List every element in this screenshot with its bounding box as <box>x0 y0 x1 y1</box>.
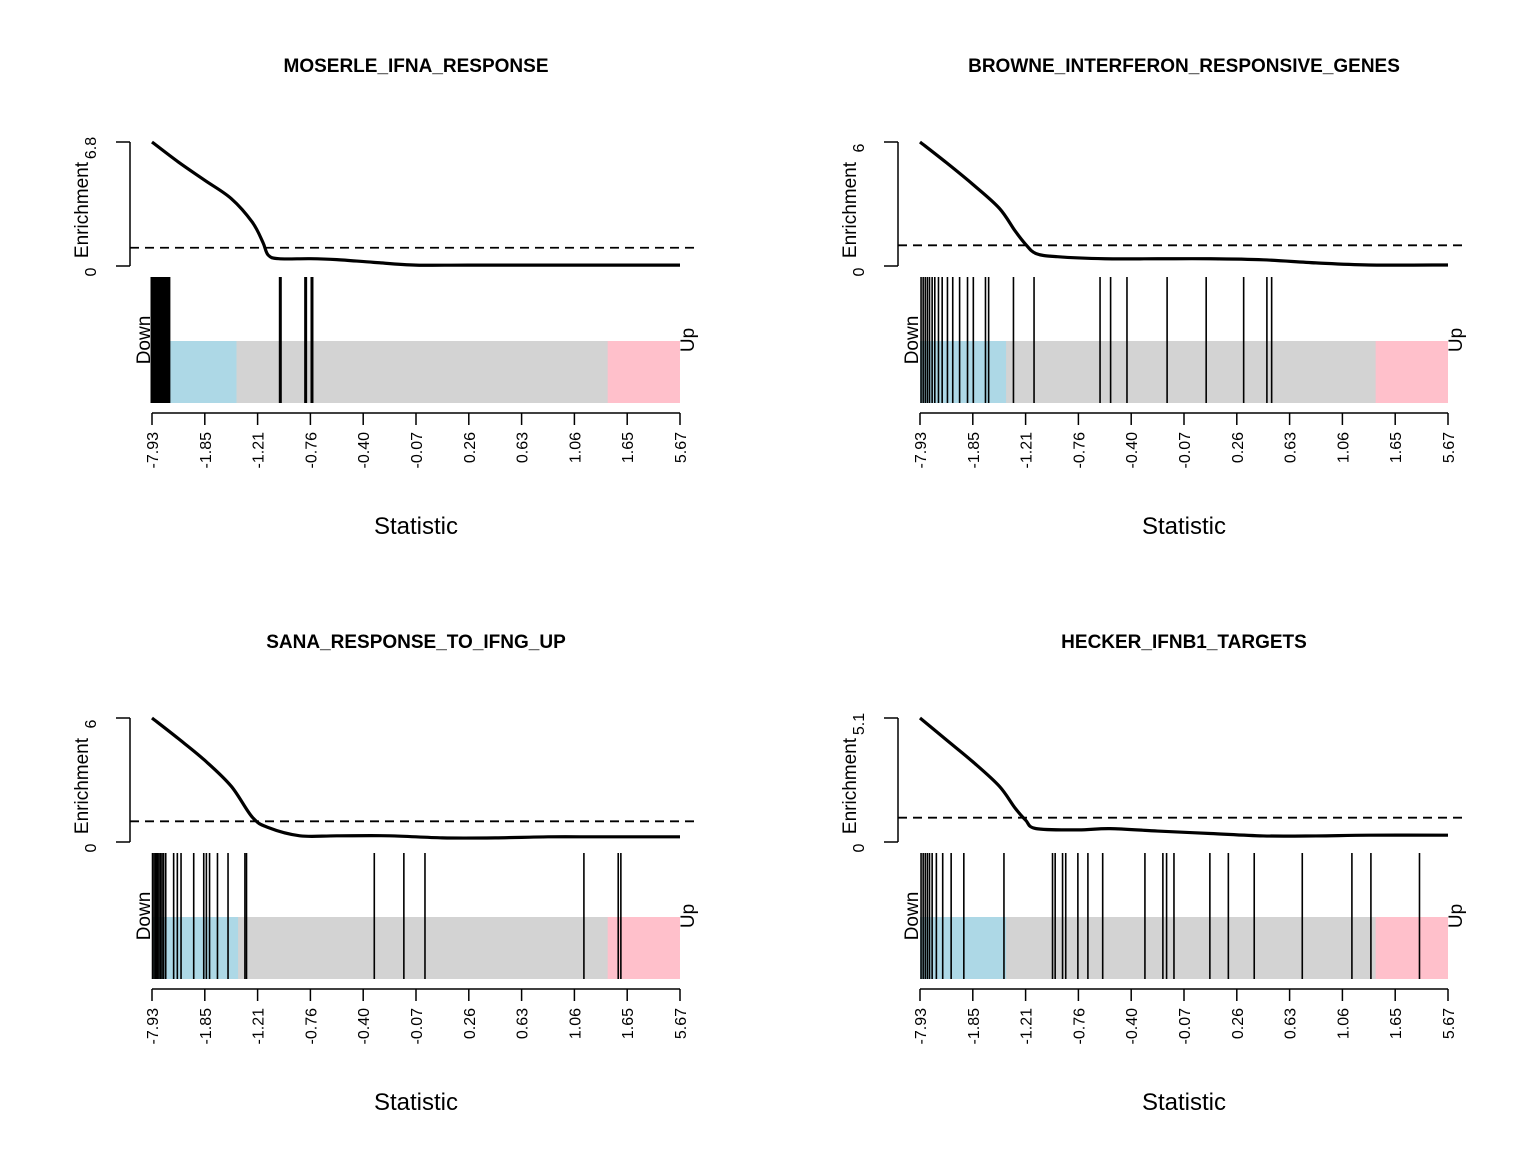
x-tick-label: -0.76 <box>1071 432 1088 469</box>
y-axis-label: Enrichment <box>72 737 93 834</box>
x-tick-label: 1.65 <box>620 1008 637 1039</box>
x-tick-label: -0.07 <box>409 432 426 469</box>
x-tick-label: -0.40 <box>356 432 373 469</box>
x-tick-label: -1.21 <box>251 432 268 469</box>
x-tick-label: -0.76 <box>303 1008 320 1045</box>
enrichment-curve <box>918 716 1449 838</box>
x-tick-label: 0.63 <box>1283 432 1300 463</box>
up-region <box>1375 341 1448 403</box>
x-tick-label: -1.85 <box>966 432 983 469</box>
x-tick-label: 5.67 <box>1441 1008 1458 1039</box>
down-label: Down <box>902 892 923 941</box>
up-region <box>1375 917 1448 979</box>
x-tick-label: 0.26 <box>462 432 479 463</box>
x-tick-label: -7.93 <box>913 1008 930 1045</box>
x-tick-label: 5.67 <box>1441 432 1458 463</box>
x-tick-label: -1.85 <box>966 1008 983 1045</box>
x-tick-label: 1.65 <box>1388 1008 1405 1039</box>
x-tick-label: -0.40 <box>1124 1008 1141 1045</box>
up-label: Up <box>1446 904 1467 928</box>
up-region <box>607 917 680 979</box>
y-tick-label: 5.1 <box>851 713 868 735</box>
x-tick-label: 0.26 <box>462 1008 479 1039</box>
x-tick-label: -0.40 <box>1124 432 1141 469</box>
x-tick-label: -0.76 <box>303 432 320 469</box>
enrichment-panel-4: HECKER_IFNB1_TARGETS 0 5.1 Enrichment Down Up… <box>840 632 1468 1116</box>
x-tick-label: -7.93 <box>145 432 162 469</box>
down-label: Down <box>902 316 923 365</box>
x-tick-label: -1.21 <box>1019 1008 1036 1045</box>
enrichment-panel-2: BROWNE_INTERFERON_RESPONSIVE_GENES 0 6 Enri… <box>840 56 1468 540</box>
y-axis-label: Enrichment <box>72 161 93 258</box>
x-tick-label: -0.07 <box>409 1008 426 1045</box>
up-region <box>607 341 680 403</box>
statistic-bar <box>920 917 1448 979</box>
x-tick-label: 1.06 <box>1335 1008 1352 1039</box>
statistic-bar <box>152 341 680 403</box>
x-axis-label: Statistic <box>374 513 458 540</box>
x-tick-label: -1.21 <box>1019 432 1036 469</box>
y-tick-label: 0 <box>83 267 100 276</box>
statistic-bar <box>920 341 1448 403</box>
x-axis-label: Statistic <box>1142 1089 1226 1116</box>
enrichment-curve <box>919 140 1449 267</box>
up-label: Up <box>678 328 699 352</box>
down-label: Down <box>134 892 155 941</box>
y-tick-label: 6.8 <box>83 137 100 159</box>
x-tick-label: -0.07 <box>1177 1008 1194 1045</box>
x-tick-label: 1.65 <box>620 432 637 463</box>
x-tick-label: -1.85 <box>198 432 215 469</box>
x-tick-label: 0.26 <box>1230 1008 1247 1039</box>
y-tick-label: 0 <box>851 843 868 852</box>
x-tick-label: -7.93 <box>913 432 930 469</box>
x-tick-label: -0.76 <box>1071 1008 1088 1045</box>
y-tick-label: 0 <box>83 843 100 852</box>
x-axis-label: Statistic <box>374 1089 458 1116</box>
x-tick-label: 0.63 <box>1283 1008 1300 1039</box>
statistic-bar <box>152 917 680 979</box>
y-axis-label: Enrichment <box>840 161 861 258</box>
x-tick-label: -1.85 <box>198 1008 215 1045</box>
enrichment-panel-3: SANA_RESPONSE_TO_IFNG_UP 0 6 Enrichment Down… <box>72 632 700 1116</box>
x-tick-label: -1.21 <box>251 1008 268 1045</box>
x-tick-label: -7.93 <box>145 1008 162 1045</box>
enrichment-panel-1: MOSERLE_IFNA_RESPONSE 0 6.8 Enrichment Down U… <box>72 56 700 540</box>
enrichment-curve <box>151 140 680 267</box>
x-tick-label: 0.26 <box>1230 432 1247 463</box>
x-tick-label: 5.67 <box>673 432 690 463</box>
x-tick-label: 5.67 <box>673 1008 690 1039</box>
panel-title: SANA_RESPONSE_TO_IFNG_UP <box>266 632 566 653</box>
up-label: Up <box>1446 328 1467 352</box>
y-tick-label: 6 <box>83 719 100 728</box>
x-tick-label: 1.06 <box>1335 432 1352 463</box>
up-label: Up <box>678 904 699 928</box>
x-tick-label: 1.06 <box>567 432 584 463</box>
down-region <box>152 917 239 979</box>
x-tick-label: 1.65 <box>1388 432 1405 463</box>
x-tick-label: 1.06 <box>567 1008 584 1039</box>
enrichment-curve <box>151 716 680 840</box>
panel-title: BROWNE_INTERFERON_RESPONSIVE_GENES <box>968 56 1400 77</box>
down-label: Down <box>134 316 155 365</box>
y-tick-label: 0 <box>851 267 868 276</box>
x-tick-label: 0.63 <box>515 1008 532 1039</box>
panel-title: HECKER_IFNB1_TARGETS <box>1061 632 1307 653</box>
y-tick-label: 6 <box>851 143 868 152</box>
y-axis-label: Enrichment <box>840 737 861 834</box>
panel-title: MOSERLE_IFNA_RESPONSE <box>284 56 549 77</box>
x-tick-label: -0.40 <box>356 1008 373 1045</box>
x-axis-label: Statistic <box>1142 513 1226 540</box>
x-tick-label: -0.07 <box>1177 432 1194 469</box>
x-tick-label: 0.63 <box>515 432 532 463</box>
